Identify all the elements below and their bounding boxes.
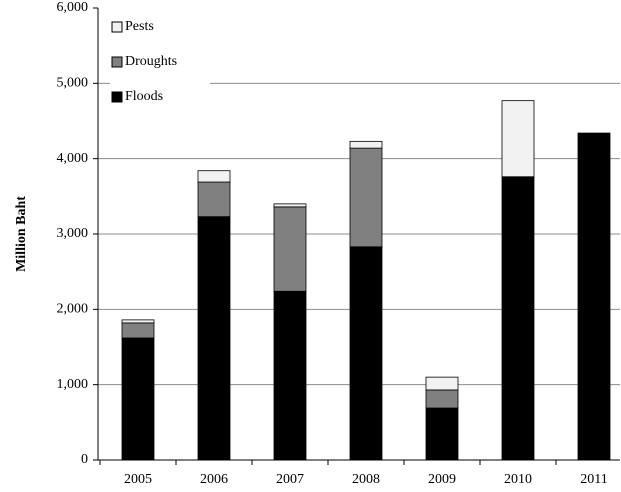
bar-segment [577,132,611,461]
bar-segment [121,322,155,339]
bar-segment [425,389,459,409]
x-tick-label: 2009 [428,472,456,487]
bar-segment [197,181,231,218]
x-tick-label: 2010 [504,472,532,487]
legend-swatch [111,91,123,103]
bar-segment [273,203,307,208]
y-tick-label: 5,000 [57,76,89,91]
bar-segment [197,170,231,183]
legend-label: Floods [125,89,163,104]
bar-segment [349,140,383,149]
bar-segment [501,176,535,461]
x-tick-label: 2007 [276,472,304,487]
y-tick-label: 4,000 [57,151,89,166]
x-tick-label: 2005 [124,472,152,487]
x-tick-label: 2008 [352,472,380,487]
bar-segment [273,206,307,292]
bar-segment [121,337,155,461]
legend-label: Pests [125,19,154,34]
y-tick-label: 1,000 [57,377,89,392]
x-tick-label: 2011 [580,472,607,487]
bar-segment [501,100,535,178]
bar-segment [121,319,155,324]
y-tick-label: 0 [81,452,88,467]
bar-segment [349,147,383,248]
bar-segment [273,290,307,461]
y-tick-label: 6,000 [57,0,89,15]
y-tick-label: 2,000 [57,302,89,317]
legend-label: Droughts [125,54,177,69]
legend-background [110,14,210,104]
bar-segment [425,376,459,391]
bar-segment [197,216,231,461]
legend-swatch [111,21,123,33]
x-tick-label: 2006 [200,472,228,487]
bar-segment [349,246,383,461]
y-axis-label: Million Baht [14,196,29,272]
bar-segment [425,407,459,461]
y-tick-label: 3,000 [57,226,89,241]
legend-swatch [111,56,123,68]
